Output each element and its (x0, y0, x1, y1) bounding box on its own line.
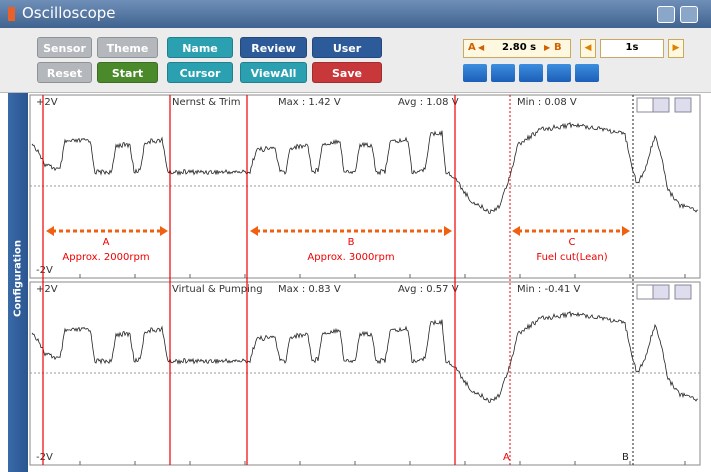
annotation-letter: B (348, 237, 355, 248)
toolbar-button[interactable]: Save (312, 62, 382, 83)
window-title: Oscilloscope (22, 4, 116, 22)
panel-icon[interactable] (636, 97, 654, 113)
arrow: ◀ (478, 43, 485, 52)
scale-bottom: -2V (36, 265, 53, 276)
min-value: Min : 0.08 V (517, 97, 577, 108)
toolbar-button[interactable]: Cursor (167, 62, 233, 83)
panel-icon[interactable] (674, 97, 692, 113)
toolbar-button[interactable]: Start (97, 62, 158, 83)
time-div: 1s (600, 39, 664, 58)
max-value: Max : 1.42 V (278, 97, 341, 108)
cursor-a-label: A (468, 42, 476, 53)
annotation-text: Fuel cut(Lean) (536, 252, 607, 263)
last-button[interactable] (575, 64, 599, 82)
title-bar: Oscilloscope (0, 0, 711, 28)
arrow: ▶ (544, 43, 551, 52)
app-icon (8, 7, 15, 21)
interval-box: A ◀ 2.80 s ▶ B (463, 39, 571, 58)
prev-div[interactable]: ◀ (580, 39, 596, 58)
annotation-text: Approx. 2000rpm (62, 252, 149, 263)
back-button[interactable] (491, 64, 515, 82)
cursor-label: A (503, 452, 510, 463)
sidebar[interactable]: Configuration (8, 93, 28, 472)
scale-top: +2V (36, 284, 58, 295)
annotation-letter: C (569, 237, 576, 248)
panel-icon[interactable] (652, 97, 670, 113)
annotation-letter: A (103, 237, 110, 248)
toolbar-button[interactable]: Sensor (37, 37, 92, 58)
play-button[interactable] (547, 64, 571, 82)
stop-button[interactable] (519, 64, 543, 82)
panel-icon[interactable] (674, 284, 692, 300)
toolbar: A ◀ 2.80 s ▶ B ◀ 1s ▶ Sensor Theme Name Rev… (0, 28, 711, 93)
scale-top: +2V (36, 97, 58, 108)
waveform (31, 121, 698, 214)
toolbar-button[interactable]: Review (240, 37, 307, 58)
min-value: Min : -0.41 V (517, 284, 581, 295)
channel-name: Virtual & Pumping (172, 284, 263, 295)
cursor-label: B (622, 452, 629, 463)
toolbar-button[interactable]: Theme (97, 37, 158, 58)
avg-value: Avg : 0.57 V (398, 284, 459, 295)
cursor-b-label: B (554, 42, 562, 53)
plot-area (29, 281, 701, 466)
annotation-text: Approx. 3000rpm (307, 252, 394, 263)
max-value: Max : 0.83 V (278, 284, 341, 295)
plot-area (29, 94, 701, 279)
toolbar-button[interactable]: ViewAll (240, 62, 307, 83)
restore-button[interactable] (657, 6, 675, 23)
waveform (31, 310, 698, 403)
channel-name: Nernst & Trim (172, 97, 240, 108)
toolbar-button[interactable]: Name (167, 37, 233, 58)
interval: 2.80 s (502, 42, 537, 53)
panel-icon[interactable] (652, 284, 670, 300)
first-button[interactable] (463, 64, 487, 82)
avg-value: Avg : 1.08 V (398, 97, 459, 108)
menu-button[interactable] (680, 6, 698, 23)
scale-bottom: -2V (36, 452, 53, 463)
panel-icon[interactable] (636, 284, 654, 300)
next-div[interactable]: ▶ (668, 39, 684, 58)
toolbar-button[interactable]: Reset (37, 62, 92, 83)
